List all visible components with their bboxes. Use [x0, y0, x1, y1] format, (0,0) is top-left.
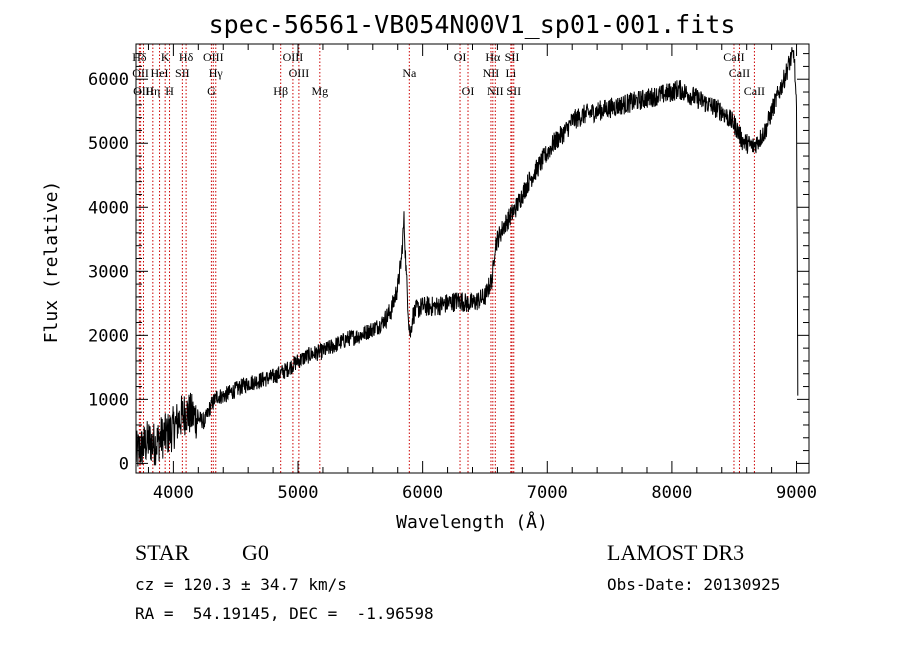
line-label-21: NII — [487, 84, 504, 98]
flux-line — [135, 47, 799, 467]
y-tick-label-2: 2000 — [88, 326, 129, 346]
line-label-14: OIII — [289, 66, 310, 80]
line-label-5: K — [161, 50, 170, 64]
line-label-24: SII — [506, 84, 521, 98]
y-tick-label-3: 3000 — [88, 262, 129, 282]
y-tick-label-1: 1000 — [88, 390, 129, 410]
sky-coordinates: RA = 54.19145, DEC = -1.96598 — [135, 604, 434, 623]
line-label-19: Hα — [485, 50, 501, 64]
x-tick-label-0: 4000 — [153, 483, 194, 503]
line-label-23: Li — [506, 66, 517, 80]
x-tick-label-2: 6000 — [402, 483, 443, 503]
line-label-17: OI — [454, 50, 467, 64]
x-tick-label-1: 5000 — [278, 483, 319, 503]
spectral-line-markers — [138, 44, 755, 473]
line-label-8: Hδ — [179, 50, 194, 64]
line-label-13: OIII — [283, 50, 304, 64]
redshift-velocity: cz = 120.3 ± 34.7 km/s — [135, 575, 347, 594]
chart-title: spec-56561-VB054N00V1_sp01-001.fits — [209, 10, 736, 39]
y-tick-label-4: 4000 — [88, 198, 129, 218]
x-tick-label-3: 7000 — [527, 483, 568, 503]
line-label-15: Mg — [311, 84, 328, 98]
flux-series-group — [135, 47, 799, 467]
line-label-2: OIII — [133, 84, 154, 98]
observation-date: Obs-Date: 20130925 — [607, 575, 781, 594]
line-label-6: H — [165, 84, 174, 98]
line-label-12: Hβ — [273, 84, 288, 98]
y-tick-label-6: 6000 — [88, 70, 129, 90]
line-label-10: Hγ — [209, 66, 224, 80]
object-subclass: G0 — [242, 540, 269, 565]
survey-name: LAMOST DR3 — [607, 540, 745, 565]
line-label-9: OIII — [203, 50, 224, 64]
line-label-1: OII — [132, 66, 149, 80]
line-label-27: CaII — [744, 84, 765, 98]
y-tick-label-0: 0 — [119, 454, 129, 474]
line-label-20: NII — [483, 66, 500, 80]
axis-ticks: 4000 5000 6000 7000 8000 9000 0 1000 2000 3000 400… — [88, 44, 817, 503]
y-axis-label: Flux (relative) — [41, 181, 62, 344]
x-axis-label: Wavelength (Å) — [396, 511, 548, 533]
line-label-26: CaII — [729, 66, 750, 80]
x-tick-label-5: 9000 — [776, 483, 817, 503]
line-label-18: OI — [462, 84, 475, 98]
line-label-0: Hδ — [132, 50, 147, 64]
y-tick-label-5: 5000 — [88, 134, 129, 154]
line-label-7: SII — [175, 66, 190, 80]
line-label-11: G — [207, 84, 216, 98]
line-label-16: Na — [402, 66, 417, 80]
x-tick-label-4: 8000 — [651, 483, 692, 503]
line-label-22: SII — [505, 50, 520, 64]
object-class: STAR — [135, 540, 190, 565]
line-label-4: HeI — [151, 66, 169, 80]
line-label-25: CaII — [723, 50, 744, 64]
line-label-3: Hη — [145, 84, 160, 98]
